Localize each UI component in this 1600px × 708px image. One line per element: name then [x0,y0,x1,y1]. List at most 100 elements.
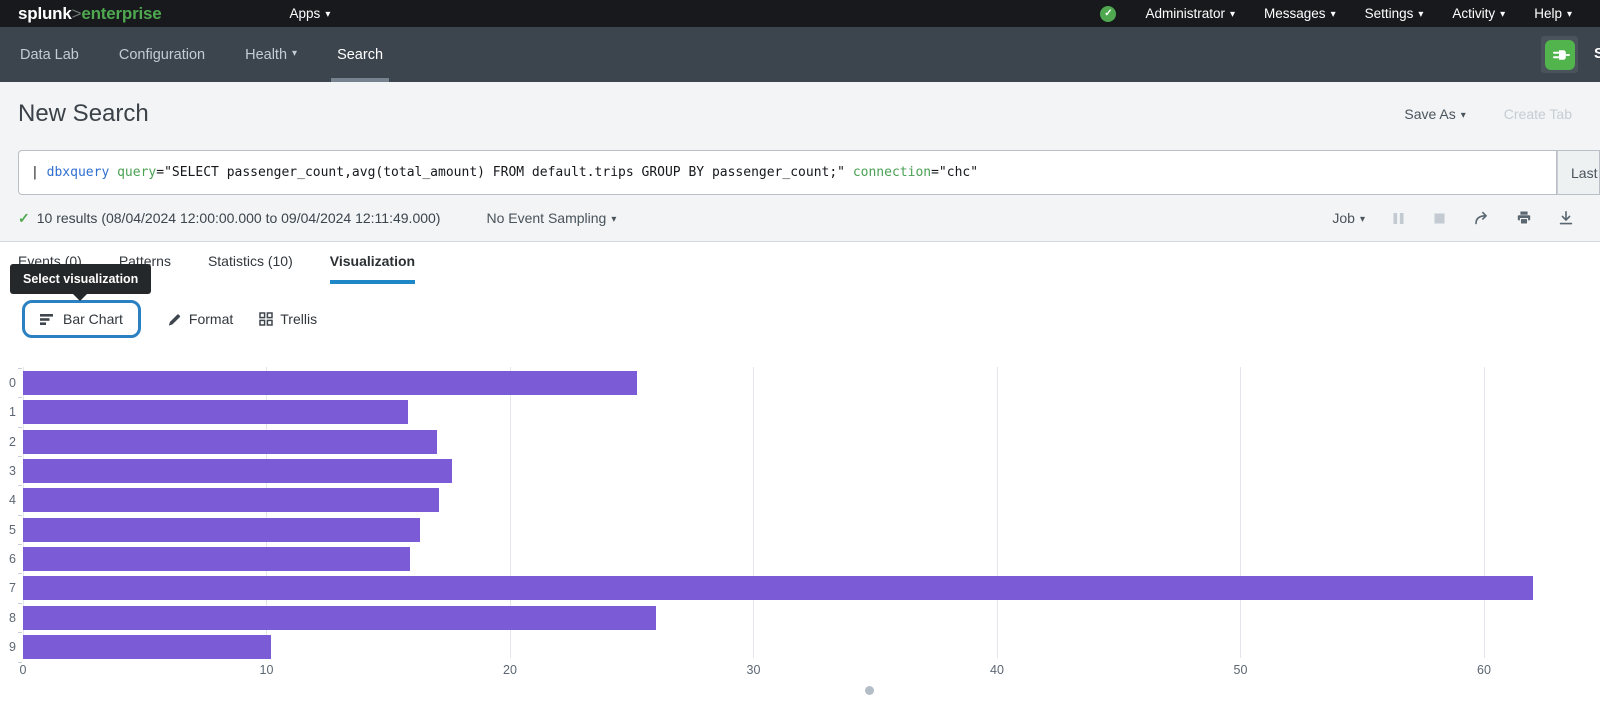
select-visualization-tooltip: Select visualization [10,264,152,301]
app-title-clipped: S [1593,45,1600,62]
y-axis-tick-label: 9 [9,640,16,655]
chart-type-picker-button[interactable]: Bar Chart [22,300,141,338]
download-icon[interactable] [1558,210,1574,226]
trellis-button[interactable]: Trellis [259,311,317,327]
trellis-label: Trellis [280,311,318,327]
app-nav-bar: Data Lab Configuration Health Search S [0,27,1600,82]
gridline [753,367,755,658]
menu-administrator[interactable]: Administrator [1145,6,1235,21]
x-axis-tick-label: 60 [1477,663,1491,677]
time-range-label: Last [1571,164,1598,181]
menu-settings[interactable]: Settings [1365,6,1424,21]
query-segment-plain: | [31,165,47,180]
gridline [509,367,511,658]
y-axis-tick-label: 4 [9,493,16,508]
top-bar: splunk>enterprise Apps Administrator Mes… [0,0,1600,27]
nav-item-data-lab[interactable]: Data Lab [20,46,79,63]
scroll-indicator-dot[interactable] [865,686,874,695]
logo-gt: > [71,3,82,23]
bar-passenger-count-6[interactable] [23,547,411,572]
bar-chart-plot: 0 10 20 30 40 50 60 [19,365,1543,681]
y-axis-tick-mark [18,397,22,399]
page-title: New Search [18,100,149,127]
results-summary: 10 results (08/04/2024 12:00:00.000 to 0… [36,210,441,226]
query-segment-plain [109,165,117,180]
y-axis-tick-mark [18,514,22,516]
y-axis-tick-mark [18,661,22,663]
query-segment-command: dbxquery [46,165,110,180]
query-segment-plain: ="SELECT passenger_count,avg(total_amoun… [156,165,845,180]
query-segment-param: query [117,165,157,180]
y-axis-tick-label: 3 [9,464,16,479]
app-badge[interactable] [1541,36,1578,73]
x-axis-tick-label: 50 [1233,663,1248,677]
nav-item-search[interactable]: Search [331,27,389,82]
y-axis-tick-mark [18,573,22,575]
y-axis-tick-mark [18,485,22,487]
stop-icon[interactable] [1432,211,1447,226]
pencil-icon [167,312,182,327]
header-actions: Save As Create Tab [1404,106,1572,122]
visualization-controls: Bar Chart Format Trellis [22,300,317,338]
gridline [1483,367,1485,658]
pause-icon[interactable] [1391,211,1406,226]
y-axis-tick-mark [18,426,22,428]
y-axis-tick-label: 7 [9,581,16,596]
trellis-grid-icon [259,312,274,326]
y-axis-tick-mark [18,544,22,546]
logo-brand: splunk [18,3,72,23]
menu-help[interactable]: Help [1534,6,1572,21]
bar-chart: 0 10 20 30 40 50 60 0 1 2 3 4 5 6 7 8 9 [0,365,1600,695]
bar-passenger-count-7[interactable] [23,576,1533,601]
share-icon[interactable] [1473,210,1490,226]
bar-passenger-count-0[interactable] [23,371,637,395]
menu-activity[interactable]: Activity [1452,6,1505,21]
bar-passenger-count-3[interactable] [23,459,452,484]
menu-messages[interactable]: Messages [1264,6,1336,21]
y-axis-tick-mark [18,368,22,369]
bar-passenger-count-4[interactable] [23,488,440,513]
nav-item-configuration[interactable]: Configuration [118,46,206,63]
query-segment-plain: ="chc" [931,165,979,180]
search-input[interactable]: | dbxquery query="SELECT passenger_count… [18,150,1557,195]
bar-passenger-count-5[interactable] [23,517,420,542]
results-check-icon [18,210,30,227]
bar-passenger-count-1[interactable] [23,400,408,425]
format-label: Format [188,311,234,327]
job-menu[interactable]: Job [1332,210,1365,226]
gridline [1240,367,1242,658]
x-axis-tick-label: 0 [19,663,27,677]
logo-product: enterprise [81,3,162,23]
nav-item-health[interactable]: Health [245,27,297,82]
chart-type-label: Bar Chart [63,311,123,327]
gridline [996,367,998,658]
search-query: | dbxquery query="SELECT passenger_count… [31,165,978,180]
event-sampling-menu[interactable]: No Event Sampling [486,210,616,226]
print-icon[interactable] [1516,210,1532,226]
apps-menu[interactable]: Apps [290,6,331,21]
y-axis-tick-label: 0 [9,376,16,390]
save-as-button[interactable]: Save As [1404,106,1465,122]
bar-passenger-count-2[interactable] [23,429,437,454]
tab-statistics[interactable]: Statistics (10) [207,253,293,269]
query-segment-param: connection [852,165,932,180]
create-table-view-button[interactable]: Create Tab [1503,106,1572,122]
time-range-picker[interactable]: Last [1557,150,1600,195]
status-check-icon[interactable] [1100,5,1117,22]
results-tabs: Events (0) Patterns Statistics (10) Visu… [0,242,1600,284]
y-axis-tick-label: 1 [9,405,16,420]
splunk-logo[interactable]: splunk>enterprise [18,4,162,24]
search-bar-row: | dbxquery query="SELECT passenger_count… [18,150,1600,195]
bar-passenger-count-8[interactable] [23,605,657,630]
results-bar: 10 results (08/04/2024 12:00:00.000 to 0… [0,195,1600,242]
tab-visualization[interactable]: Visualization [329,253,416,284]
plug-icon [1544,39,1575,70]
x-axis-tick-label: 10 [259,663,274,677]
bar-chart-icon [40,313,55,326]
y-axis-tick-label: 5 [9,522,16,537]
topbar-right: Administrator Messages Settings Activity… [1100,5,1600,22]
job-controls: Job [1332,210,1600,226]
format-button[interactable]: Format [167,311,233,327]
y-axis-tick-mark [18,456,22,458]
bar-passenger-count-9[interactable] [23,635,272,660]
